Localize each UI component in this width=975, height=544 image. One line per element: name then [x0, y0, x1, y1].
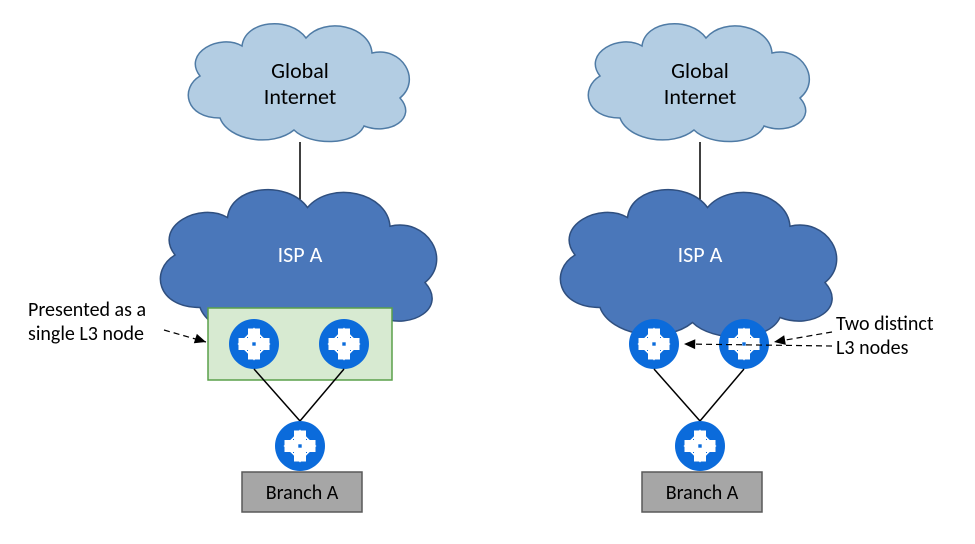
- isp-label: ISP A: [678, 241, 723, 268]
- callout-left-line2: single L3 node: [28, 322, 144, 346]
- branch-router: [275, 421, 325, 471]
- isp-edge-router-left: [629, 319, 679, 369]
- callout-right-line2: L3 nodes: [836, 336, 909, 360]
- branch-label: Branch A: [666, 481, 739, 505]
- global-internet-label-1: Global: [271, 57, 329, 84]
- global-internet-label-2: Internet: [264, 83, 336, 110]
- callout-left-line1: Presented as a: [28, 298, 146, 322]
- global-internet-label-1: Global: [671, 57, 729, 84]
- diagram-right: GlobalInternet ISP A Branch A: [560, 24, 836, 512]
- isp-label: ISP A: [278, 241, 323, 268]
- isp-edge-router-left: [229, 319, 279, 369]
- link-right-branch: [700, 369, 744, 421]
- branch-label: Branch A: [266, 481, 339, 505]
- callout-single-node: Presented as asingle L3 node: [28, 298, 208, 347]
- isp-edge-router-right: [319, 319, 369, 369]
- diagram-left: GlobalInternet ISP A Branch A: [160, 24, 436, 512]
- branch-router: [675, 421, 725, 471]
- callout-right-line1: Two distinct: [836, 312, 934, 336]
- global-internet-label-2: Internet: [664, 83, 736, 110]
- link-left-branch: [654, 369, 700, 421]
